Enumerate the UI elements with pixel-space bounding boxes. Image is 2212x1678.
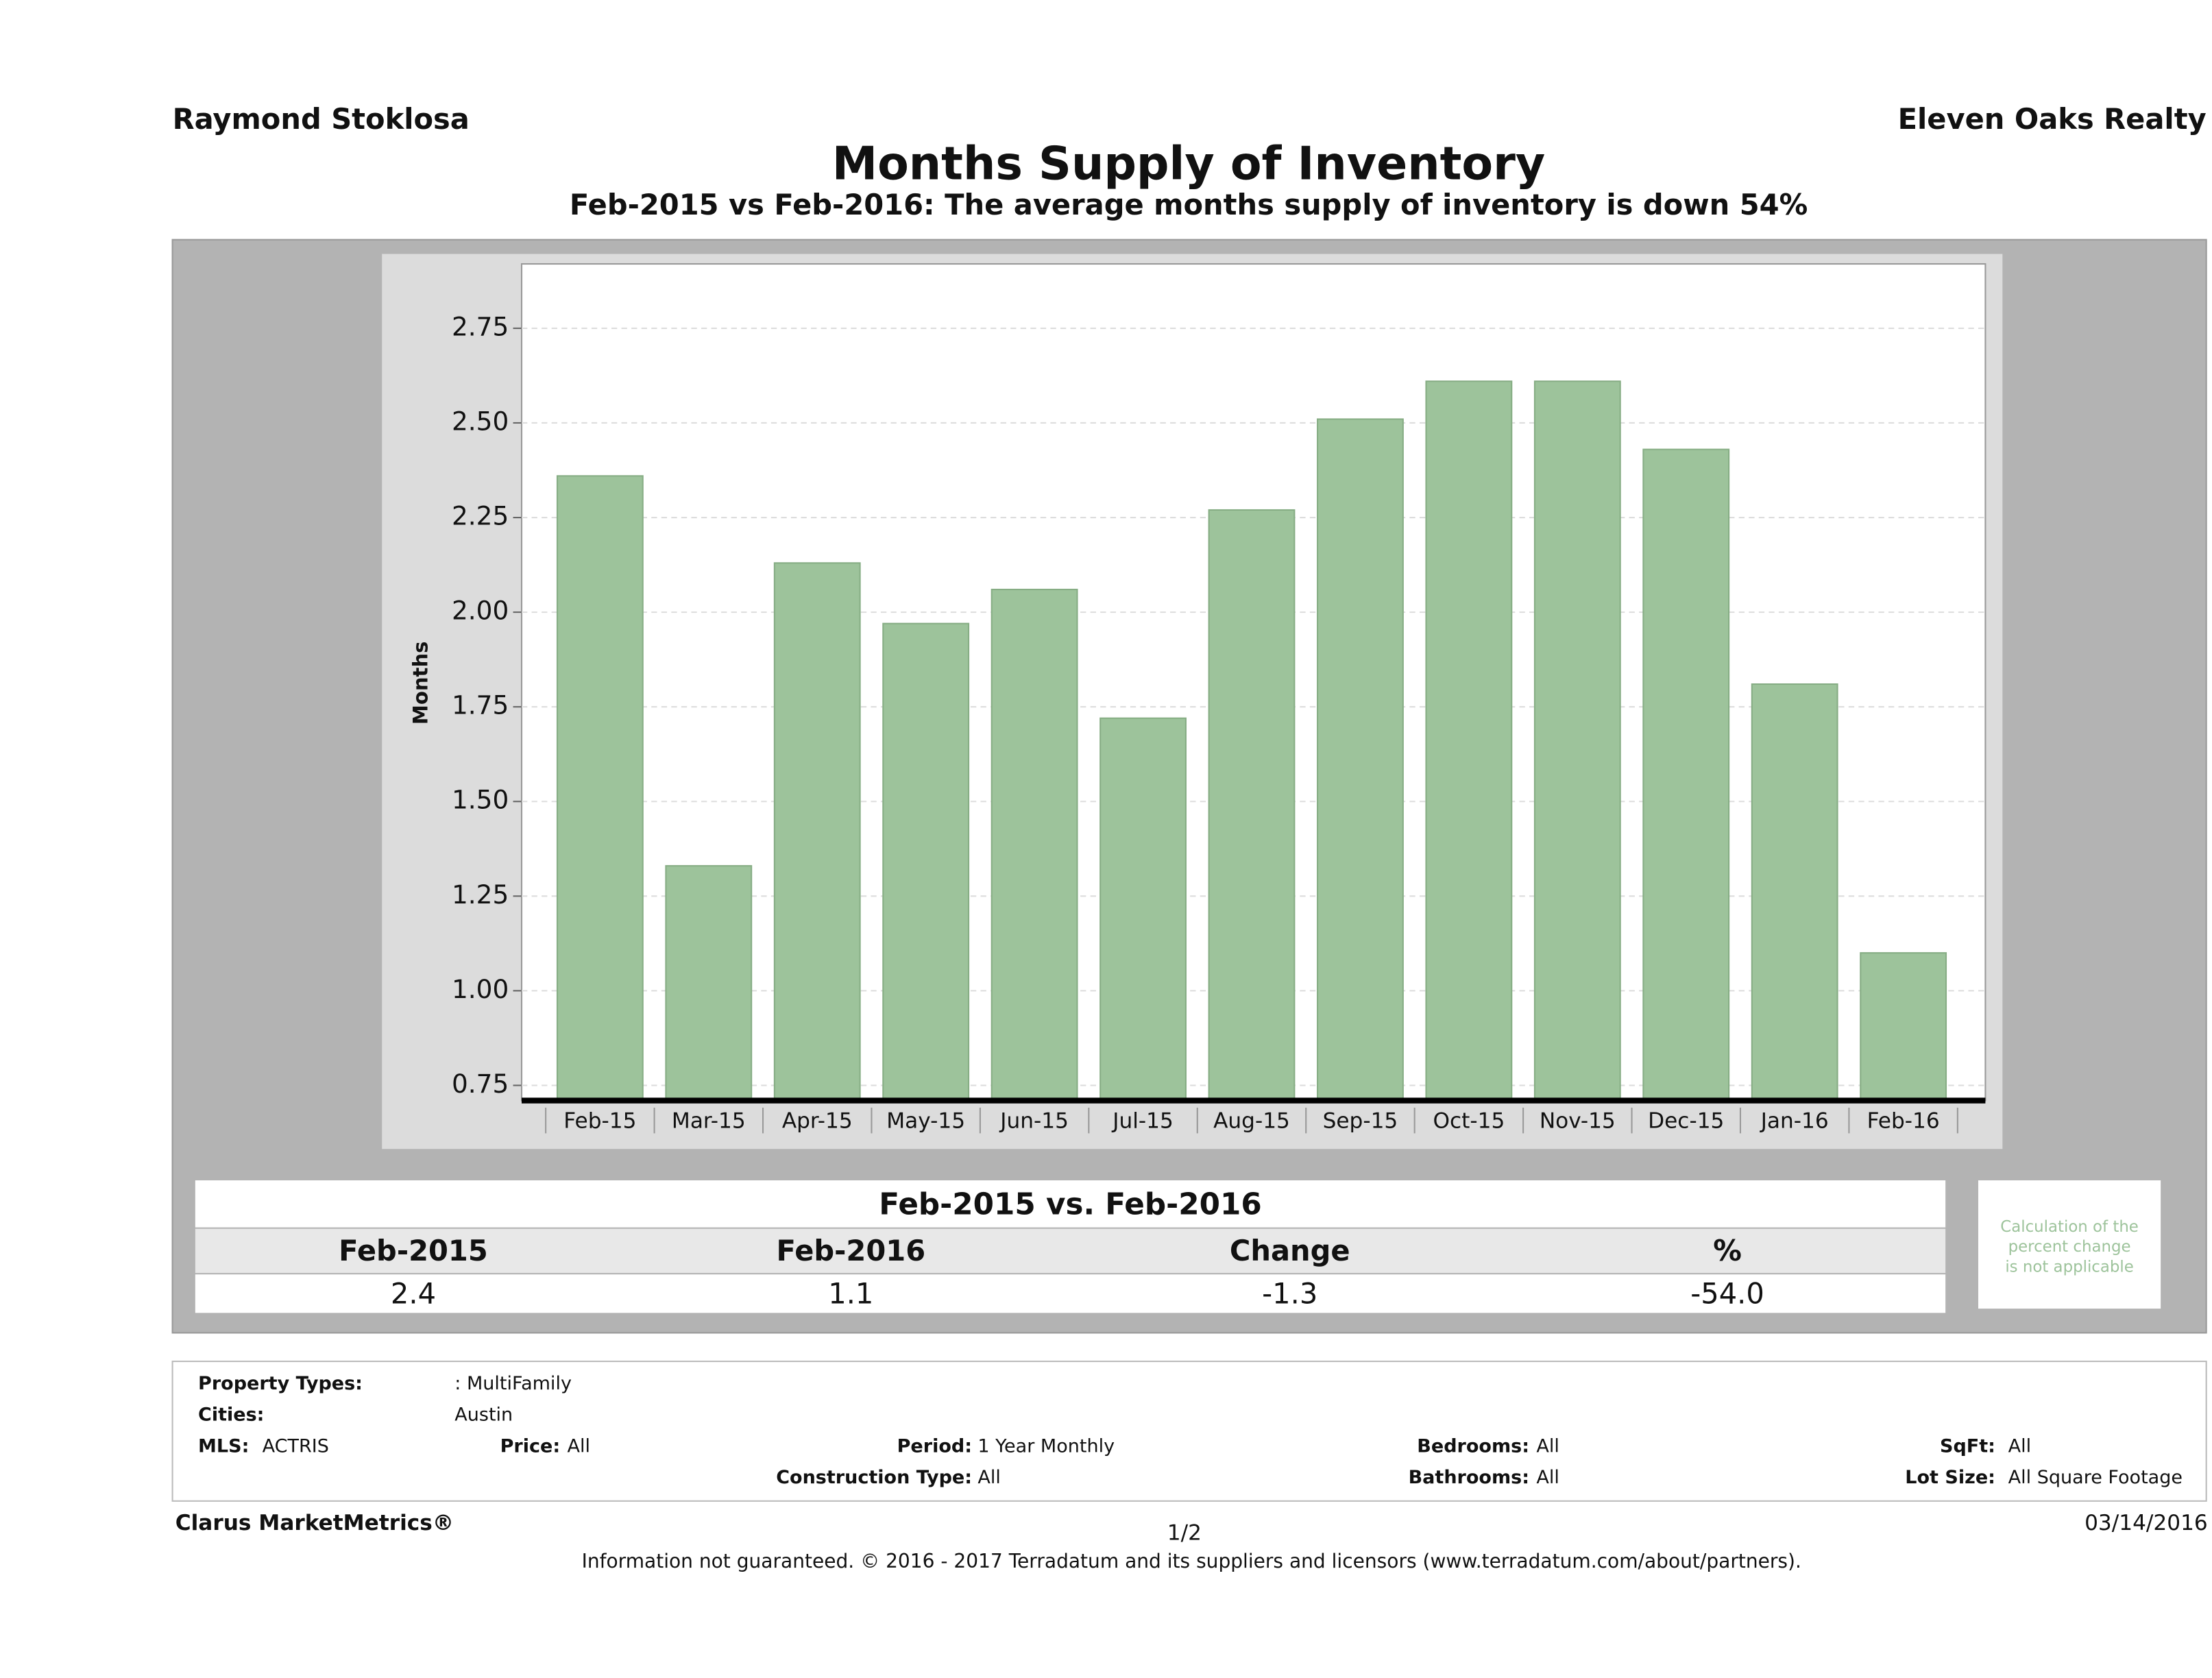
company-name: Eleven Oaks Realty — [1898, 102, 2207, 136]
bar — [1317, 418, 1404, 1102]
criteria-label: Property Types: — [198, 1373, 363, 1394]
criteria-value: All — [2008, 1435, 2032, 1457]
y-tick-label: 1.50 — [452, 785, 509, 815]
x-tick-label: Apr-15 — [782, 1109, 853, 1134]
x-tick-label: Dec-15 — [1648, 1109, 1724, 1134]
criteria-value: All Square Footage — [2008, 1467, 2183, 1488]
x-tick-label: May-15 — [886, 1109, 965, 1134]
criteria-value: : MultiFamily — [454, 1373, 572, 1394]
criteria-label: Price: — [500, 1435, 561, 1457]
table-title-row — [195, 1180, 1946, 1228]
x-tick-label: Jun-15 — [999, 1109, 1069, 1134]
table-value: -54.0 — [1690, 1276, 1764, 1310]
table-value: 1.1 — [828, 1276, 873, 1310]
y-tick-label: 1.25 — [452, 879, 509, 910]
bar — [1099, 717, 1187, 1102]
x-tick-label: Nov-15 — [1540, 1109, 1616, 1134]
bar — [1860, 952, 1947, 1102]
criteria-label: MLS: — [198, 1435, 249, 1457]
table-header: Feb-2015 — [339, 1234, 488, 1267]
x-tick-label: Aug-15 — [1213, 1109, 1290, 1134]
table-header-row — [195, 1228, 1946, 1274]
table-value: 2.4 — [391, 1276, 436, 1310]
agent-name: Raymond Stoklosa — [173, 102, 470, 136]
criteria-value: All — [1536, 1435, 1559, 1457]
x-tick-label: Feb-15 — [563, 1109, 636, 1134]
x-tick-label: Jul-15 — [1111, 1109, 1174, 1134]
x-tick-label: Mar-15 — [672, 1109, 746, 1134]
criteria-label: Lot Size: — [1905, 1467, 1995, 1488]
criteria-label: Bathrooms: — [1409, 1467, 1529, 1488]
table-header: % — [1713, 1234, 1742, 1267]
bar — [1751, 683, 1838, 1102]
x-tick-label: Sep-15 — [1323, 1109, 1398, 1134]
criteria-value: Austin — [454, 1405, 513, 1426]
y-tick-label: 2.50 — [452, 406, 509, 436]
page-number: 1/2 — [1167, 1521, 1202, 1546]
plot: 0.75 1.00 1.25 1.50 1.75 2.00 2.25 2.50 2.75 Feb-… — [452, 311, 1986, 1134]
criteria-value: All — [977, 1467, 1001, 1488]
x-tick-label: Oct-15 — [1433, 1109, 1505, 1134]
note-text: is not applicable — [2005, 1258, 2133, 1276]
table-header: Change — [1230, 1234, 1350, 1267]
table-title: Feb-2015 vs. Feb-2016 — [879, 1187, 1262, 1221]
bar — [1533, 380, 1621, 1102]
table-value-row — [195, 1274, 1946, 1313]
bar — [773, 562, 861, 1102]
report-date: 03/14/2016 — [2085, 1511, 2208, 1535]
y-tick-label: 0.75 — [452, 1069, 509, 1099]
table-header: Feb-2016 — [776, 1234, 925, 1267]
criteria-value: All — [568, 1435, 591, 1457]
bar — [882, 622, 970, 1102]
criteria-label: Period: — [897, 1435, 972, 1457]
criteria-value: ACTRIS — [263, 1435, 329, 1457]
criteria-label: SqFt: — [1940, 1435, 1995, 1457]
criteria-label: Cities: — [198, 1405, 264, 1426]
y-tick-label: 1.75 — [452, 690, 509, 720]
note-text: Calculation of the — [2000, 1218, 2139, 1236]
bar — [990, 588, 1078, 1102]
y-axis-label: Months — [409, 642, 432, 725]
criteria-label: Construction Type: — [776, 1467, 972, 1488]
criteria-value: 1 Year Monthly — [977, 1435, 1115, 1457]
bar — [556, 475, 644, 1102]
chart-title: Months Supply of Inventory — [832, 137, 1545, 191]
x-tick-label: Feb-16 — [1867, 1109, 1940, 1134]
y-tick-label: 1.00 — [452, 974, 509, 1004]
brand: Clarus MarketMetrics® — [175, 1511, 454, 1535]
criteria-value: All — [1536, 1467, 1559, 1488]
note-text: percent change — [2008, 1238, 2131, 1256]
bar — [1425, 380, 1513, 1102]
x-tick-label: Jan-16 — [1760, 1109, 1829, 1134]
y-tick-label: 2.00 — [452, 596, 509, 626]
bar — [665, 865, 753, 1102]
disclaimer: Information not guaranteed. © 2016 - 201… — [582, 1550, 1801, 1572]
y-tick-label: 2.75 — [452, 311, 509, 341]
bar — [1642, 448, 1730, 1102]
table-value: -1.3 — [1262, 1276, 1317, 1310]
chart-subtitle: Feb-2015 vs Feb-2016: The average months… — [570, 188, 1808, 221]
bar — [1208, 509, 1296, 1102]
y-tick-label: 2.25 — [452, 501, 509, 531]
criteria-label: Bedrooms: — [1417, 1435, 1529, 1457]
criteria-box — [171, 1361, 2207, 1502]
note-box — [1978, 1180, 2161, 1309]
